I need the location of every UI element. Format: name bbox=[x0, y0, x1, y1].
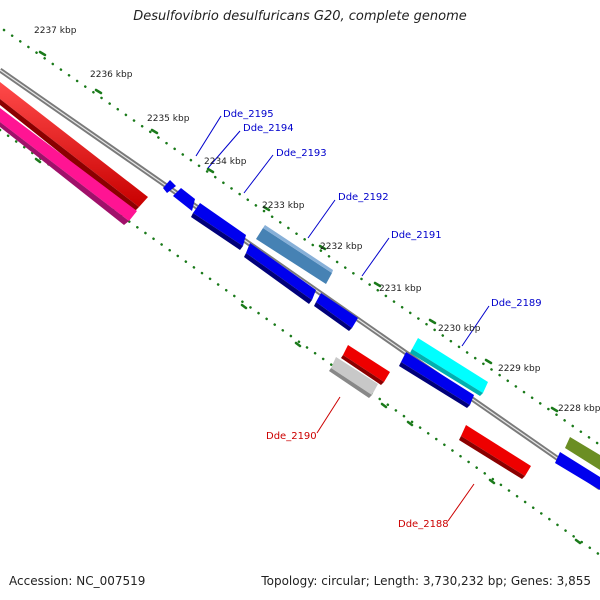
accession-value: NC_007519 bbox=[76, 574, 146, 588]
callout-dde-2193 bbox=[243, 154, 274, 194]
major-tick bbox=[428, 318, 437, 325]
gene-dde-2189[interactable] bbox=[412, 338, 488, 393]
major-tick bbox=[38, 50, 47, 57]
gene-dde-2195[interactable] bbox=[163, 180, 176, 193]
callout-dde-2189 bbox=[461, 305, 490, 347]
callout-dde-2188 bbox=[447, 483, 475, 522]
gene-dde-2188-shade bbox=[459, 436, 525, 479]
major-tick bbox=[484, 358, 493, 365]
major-tick bbox=[488, 478, 496, 485]
major-tick bbox=[406, 420, 414, 427]
length-value: 3,730,232 bp bbox=[422, 574, 503, 588]
gene-label-dde-2193[interactable]: Dde_2193 bbox=[276, 148, 327, 159]
callout-dde-2195 bbox=[195, 115, 222, 157]
gene-dde-2194[interactable] bbox=[173, 188, 195, 211]
gene-blue-right[interactable] bbox=[555, 452, 600, 490]
red-feature-band-shade bbox=[0, 99, 139, 212]
callout-dde-2192 bbox=[307, 199, 336, 239]
gene-label-dde-2189[interactable]: Dde_2189 bbox=[491, 298, 542, 309]
tick-label: 2232 kbp bbox=[320, 242, 363, 252]
major-tick bbox=[550, 406, 559, 413]
major-tick bbox=[240, 303, 248, 310]
outer-ruler-dots bbox=[2, 28, 600, 447]
tick-label: 2237 kbp bbox=[34, 26, 77, 36]
gene-dde-2189-shade bbox=[410, 349, 483, 396]
major-tick bbox=[294, 341, 302, 348]
red-feature-band bbox=[0, 82, 148, 207]
genes-label: Genes: bbox=[510, 574, 553, 588]
gene-dde-2191[interactable] bbox=[246, 243, 316, 300]
gene-dde-2191-shade bbox=[244, 253, 312, 304]
gene-label-dde-2194[interactable]: Dde_2194 bbox=[243, 123, 294, 134]
major-tick bbox=[206, 167, 215, 174]
tick-label: 2234 kbp bbox=[204, 157, 247, 167]
tick-label: 2230 kbp bbox=[438, 324, 481, 334]
gene-label-dde-2190[interactable]: Dde_2190 bbox=[266, 431, 317, 442]
major-tick bbox=[94, 88, 103, 95]
pink-feature-band bbox=[0, 108, 137, 221]
accession-label: Accession: bbox=[9, 574, 73, 588]
genome-summary: Topology: circular; Length: 3,730,232 bp… bbox=[261, 574, 591, 588]
accession-info: Accession: NC_007519 bbox=[9, 574, 145, 588]
major-tick bbox=[373, 281, 382, 288]
callout-dde-2191 bbox=[361, 237, 390, 277]
forward-genes bbox=[163, 180, 600, 490]
tick-label: 2229 kbp bbox=[498, 364, 541, 374]
tick-labels: 2237 kbp 2236 kbp 2235 kbp 2234 kbp 2233… bbox=[34, 26, 600, 414]
gene-dde-2193[interactable] bbox=[193, 203, 246, 246]
gene-label-dde-2188[interactable]: Dde_2188 bbox=[398, 519, 449, 530]
gene-dde-2190[interactable] bbox=[331, 357, 378, 395]
gene-label-dde-2192[interactable]: Dde_2192 bbox=[338, 192, 389, 203]
major-tick bbox=[318, 244, 327, 251]
gene-olive-right[interactable] bbox=[565, 437, 600, 470]
tick-label: 2236 kbp bbox=[90, 70, 133, 80]
pink-feature-band-shade bbox=[0, 122, 129, 225]
major-tick bbox=[150, 128, 159, 135]
tick-label: 2231 kbp bbox=[379, 284, 422, 294]
callout-dde-2194 bbox=[207, 130, 241, 169]
length-label: Length: bbox=[373, 574, 420, 588]
tick-label: 2233 kbp bbox=[262, 201, 305, 211]
tick-label: 2228 kbp bbox=[558, 404, 600, 414]
label-callouts bbox=[195, 115, 490, 522]
topology-label: Topology: bbox=[261, 574, 318, 588]
tick-label: 2235 kbp bbox=[147, 114, 190, 124]
gene-red-small-shade bbox=[341, 355, 384, 385]
reverse-genes bbox=[329, 345, 531, 479]
page-title: Desulfovibrio desulfuricans G20, complet… bbox=[133, 9, 467, 24]
gene-dde-2192-top bbox=[263, 225, 333, 273]
gene-label-dde-2195[interactable]: Dde_2195 bbox=[223, 109, 274, 120]
left-features bbox=[0, 82, 148, 225]
major-tick bbox=[574, 538, 582, 545]
major-tick bbox=[262, 205, 271, 212]
gene-labels: Dde_2195 Dde_2194 Dde_2193 Dde_2192 Dde_… bbox=[223, 109, 542, 530]
major-tick bbox=[34, 157, 42, 164]
gene-blue-2190-region[interactable] bbox=[316, 293, 358, 328]
gene-dde-2192[interactable] bbox=[256, 228, 332, 284]
ruler-dots bbox=[0, 28, 600, 557]
gene-dde-2188[interactable] bbox=[461, 425, 531, 476]
topology-value: circular bbox=[321, 574, 366, 588]
gene-blue-2190-region-shade bbox=[314, 302, 352, 331]
gene-red-small[interactable] bbox=[343, 345, 390, 382]
gene-label-dde-2191[interactable]: Dde_2191 bbox=[391, 230, 442, 241]
gene-blue-2188-region[interactable] bbox=[401, 352, 474, 405]
gene-blue-2188-region-shade bbox=[399, 362, 470, 408]
callout-dde-2190 bbox=[316, 396, 341, 434]
major-tick bbox=[380, 402, 388, 409]
genes-value: 3,855 bbox=[556, 574, 591, 588]
gene-dde-2193-shade bbox=[191, 213, 243, 250]
inner-ruler-dots bbox=[0, 128, 600, 557]
gene-dde-2190-shade bbox=[329, 368, 372, 398]
